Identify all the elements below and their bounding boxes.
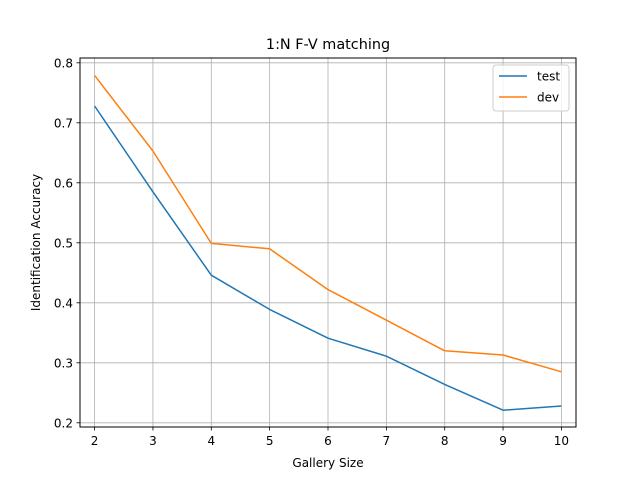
series-line-test [93, 105, 562, 411]
chart-title: 1:N F-V matching [266, 37, 390, 53]
y-tick-label: 0.3 [54, 356, 73, 370]
x-tick-label: 9 [499, 434, 507, 448]
x-tick-label: 4 [207, 434, 215, 448]
x-tick-label: 7 [383, 434, 391, 448]
y-tick-label: 0.7 [54, 116, 73, 130]
x-tick-label: 6 [324, 434, 332, 448]
grid [80, 58, 576, 427]
x-axis-label: Gallery Size [292, 456, 363, 470]
x-axis-ticks: 2 3 4 5 6 7 8 9 10 [91, 427, 569, 448]
y-axis-label: Identification Accuracy [29, 174, 43, 311]
x-tick-label: 2 [91, 434, 99, 448]
y-tick-label: 0.6 [54, 176, 73, 190]
y-tick-label: 0.4 [54, 296, 73, 310]
legend: test dev [492, 64, 570, 112]
series-line-dev [94, 74, 562, 373]
legend-label-test: test [537, 70, 560, 84]
y-tick-label: 0.2 [54, 416, 73, 430]
y-axis-ticks: 0.2 0.3 0.4 0.5 0.6 0.7 0.8 [54, 56, 80, 430]
x-tick-label: 5 [266, 434, 274, 448]
x-tick-label: 10 [554, 434, 569, 448]
y-tick-label: 0.8 [54, 56, 73, 70]
x-tick-label: 3 [149, 434, 157, 448]
x-tick-label: 8 [441, 434, 449, 448]
y-tick-label: 0.5 [54, 236, 73, 250]
series-lines [93, 74, 562, 411]
legend-label-dev: dev [537, 91, 559, 105]
